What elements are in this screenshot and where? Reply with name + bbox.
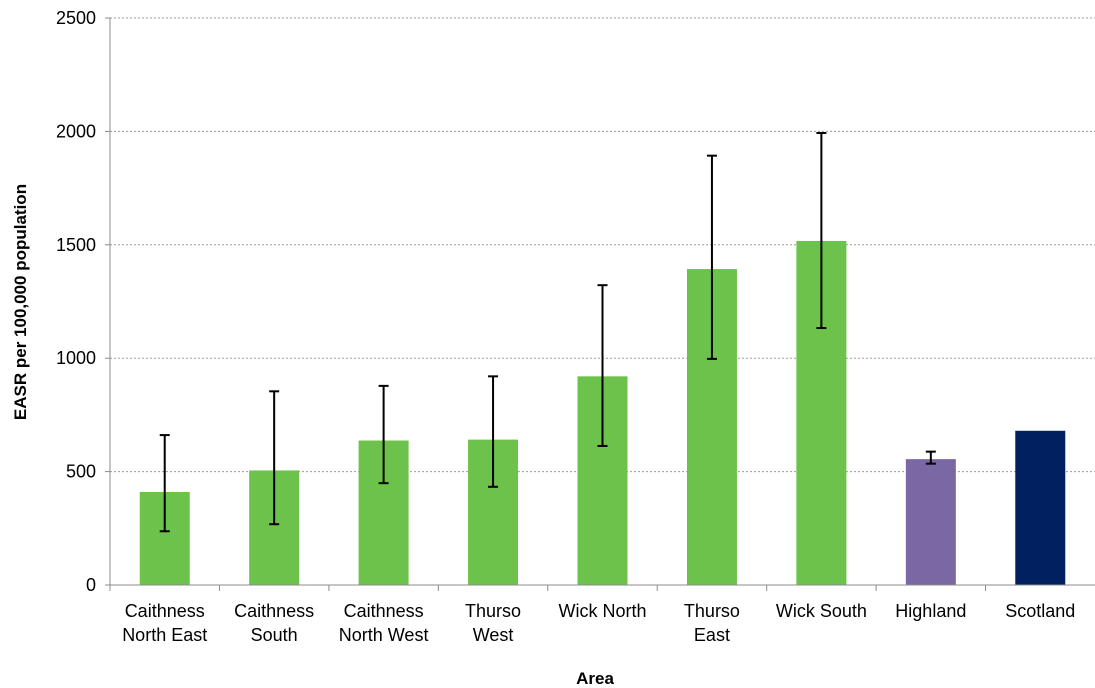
error-bar [488, 375, 499, 488]
x-tick-label: Highland [895, 601, 966, 621]
error-bar [597, 284, 608, 447]
y-tick-label: 2500 [56, 8, 96, 28]
axes [105, 17, 1095, 591]
error-bar [925, 450, 936, 465]
x-tick-label: Caithness North West [339, 601, 429, 645]
y-axis-title: EASR per 100,000 population [11, 184, 30, 420]
y-axis-ticks: 0 500 1000 1500 2000 2500 [56, 8, 96, 595]
x-tick-label: Thurso West [465, 601, 521, 645]
x-tick-label: Caithness South [234, 601, 314, 645]
error-bars [159, 131, 936, 533]
y-tick-label: 0 [86, 575, 96, 595]
y-tick-label: 1500 [56, 235, 96, 255]
error-bar [378, 384, 389, 485]
x-tick-label: Thurso East [684, 601, 740, 645]
x-axis-ticks: Caithness North East Caithness South Caithne… [122, 601, 1075, 645]
x-tick-label: Scotland [1005, 601, 1075, 621]
error-bar [269, 390, 280, 526]
y-tick-label: 1000 [56, 348, 96, 368]
bar [905, 459, 956, 585]
y-tick-label: 2000 [56, 121, 96, 141]
x-tick-label: Wick South [776, 601, 867, 621]
error-bar [706, 154, 717, 360]
error-bar [816, 131, 827, 330]
error-bar [159, 434, 170, 533]
x-tick-label: Caithness North East [122, 601, 207, 645]
bars [139, 240, 1066, 585]
x-axis-title: Area [576, 669, 614, 688]
y-tick-label: 500 [66, 462, 96, 482]
x-tick-label: Wick North [558, 601, 646, 621]
bar [1015, 430, 1066, 585]
